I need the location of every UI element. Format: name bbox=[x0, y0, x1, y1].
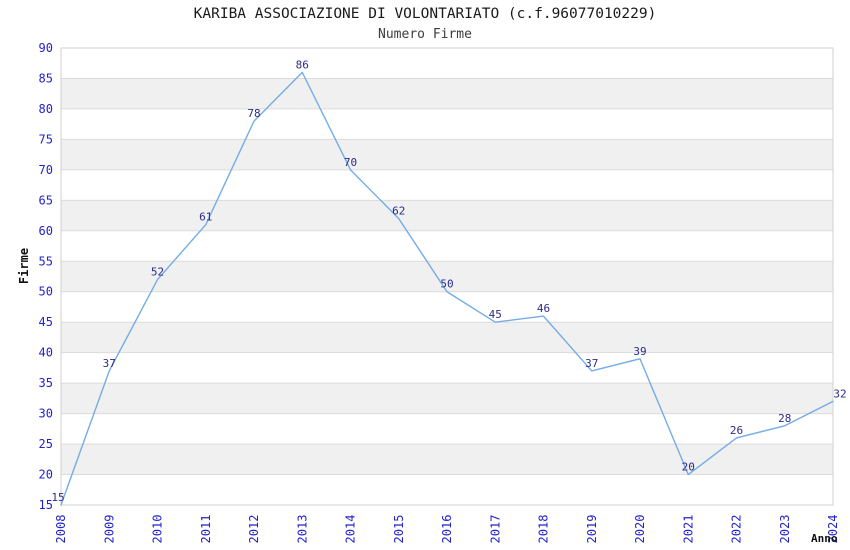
data-label: 70 bbox=[344, 156, 357, 169]
data-label: 50 bbox=[440, 278, 453, 291]
data-label: 62 bbox=[392, 205, 405, 218]
data-label: 32 bbox=[833, 387, 846, 400]
grid-band bbox=[61, 200, 833, 231]
grid-band bbox=[61, 261, 833, 292]
data-label: 15 bbox=[51, 491, 64, 504]
x-tick-label: 2010 bbox=[151, 515, 165, 544]
x-tick-label: 2016 bbox=[440, 515, 454, 544]
y-tick-label: 35 bbox=[39, 376, 53, 390]
grid-band bbox=[61, 322, 833, 353]
data-label: 45 bbox=[489, 308, 502, 321]
y-tick-label: 65 bbox=[39, 193, 53, 207]
grid-band bbox=[61, 383, 833, 414]
data-label: 46 bbox=[537, 302, 550, 315]
x-tick-label: 2022 bbox=[730, 515, 744, 544]
data-label: 86 bbox=[296, 58, 309, 71]
grid-band bbox=[61, 444, 833, 475]
data-label: 37 bbox=[585, 357, 598, 370]
y-tick-label: 75 bbox=[39, 132, 53, 146]
data-label: 37 bbox=[103, 357, 116, 370]
chart-title: KARIBA ASSOCIAZIONE DI VOLONTARIATO (c.f… bbox=[193, 6, 657, 22]
y-axis-title: Firme bbox=[17, 248, 31, 284]
y-tick-label: 90 bbox=[39, 41, 53, 55]
data-label: 26 bbox=[730, 424, 743, 437]
grid-band bbox=[61, 78, 833, 109]
y-tick-label: 40 bbox=[39, 346, 53, 360]
x-tick-label: 2020 bbox=[633, 515, 647, 544]
x-tick-label: 2017 bbox=[488, 515, 502, 544]
x-tick-label: 2019 bbox=[585, 515, 599, 544]
plot-border bbox=[60, 47, 834, 506]
y-tick-label: 25 bbox=[39, 437, 53, 451]
data-label: 39 bbox=[633, 345, 646, 358]
series-line bbox=[60, 71, 834, 506]
y-tick-label: 70 bbox=[39, 163, 53, 177]
x-tick-label: 2008 bbox=[54, 515, 68, 544]
data-label: 52 bbox=[151, 266, 164, 279]
data-label: 78 bbox=[247, 107, 260, 120]
data-label: 28 bbox=[778, 412, 791, 425]
x-tick-label: 2023 bbox=[778, 515, 792, 544]
x-tick-label: 2009 bbox=[102, 515, 116, 544]
y-tick-label: 85 bbox=[39, 71, 53, 85]
y-tick-label: 55 bbox=[39, 254, 53, 268]
x-tick-label: 2024 bbox=[826, 515, 840, 544]
x-tick-label: 2014 bbox=[344, 515, 358, 544]
x-tick-label: 2013 bbox=[295, 515, 309, 544]
y-tick-label: 80 bbox=[39, 102, 53, 116]
data-label: 20 bbox=[682, 461, 695, 474]
y-tick-label: 15 bbox=[39, 498, 53, 512]
x-tick-label: 2011 bbox=[199, 515, 213, 544]
grid-band bbox=[61, 139, 833, 170]
y-tick-label: 60 bbox=[39, 224, 53, 238]
y-tick-label: 50 bbox=[39, 285, 53, 299]
x-tick-label: 2015 bbox=[392, 515, 406, 544]
x-axis-title: Anno bbox=[811, 532, 838, 545]
x-tick-label: 2018 bbox=[537, 515, 551, 544]
y-tick-label: 30 bbox=[39, 407, 53, 421]
x-tick-label: 2021 bbox=[681, 515, 695, 544]
chart-subtitle: Numero Firme bbox=[378, 27, 472, 42]
y-tick-label: 20 bbox=[39, 468, 53, 482]
data-label: 61 bbox=[199, 211, 212, 224]
x-tick-label: 2012 bbox=[247, 515, 261, 544]
y-tick-label: 45 bbox=[39, 315, 53, 329]
